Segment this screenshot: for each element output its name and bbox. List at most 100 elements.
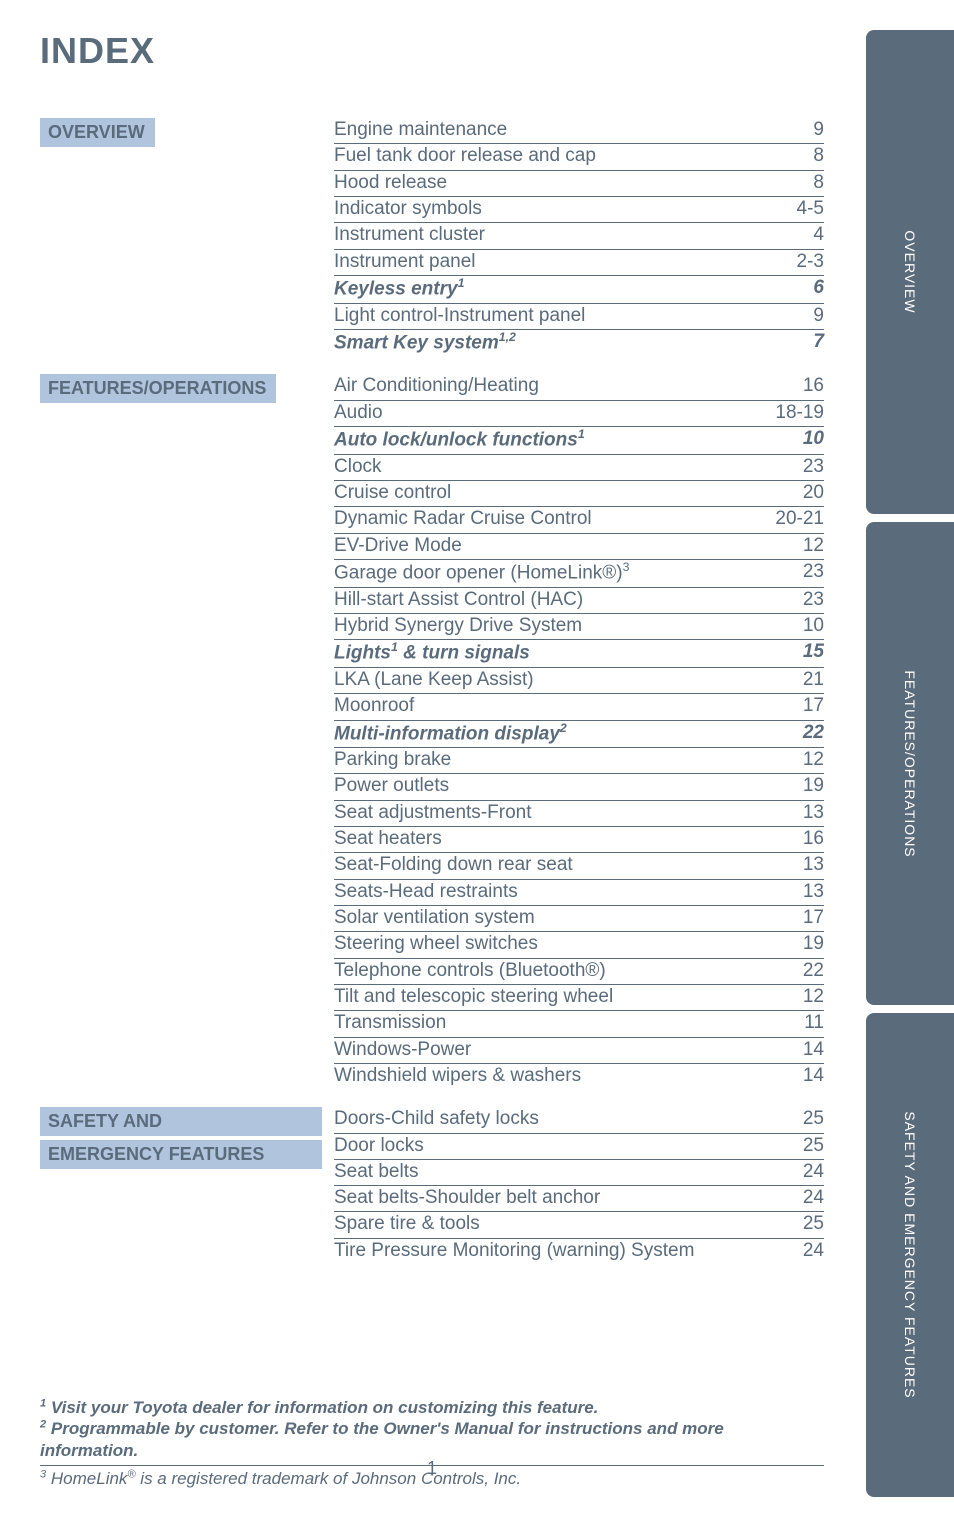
section-label-wrap: FEATURES/OPERATIONS xyxy=(40,374,322,403)
index-entry: Dynamic Radar Cruise Control20-21 xyxy=(334,507,824,533)
index-entry: Transmission11 xyxy=(334,1011,824,1037)
entry-label: Hybrid Synergy Drive System xyxy=(334,614,764,638)
index-entry: Instrument cluster4 xyxy=(334,223,824,249)
entry-page: 12 xyxy=(764,748,824,772)
footnotes: 1 Visit your Toyota dealer for informati… xyxy=(40,1397,824,1489)
entry-label: Seat belts xyxy=(334,1160,764,1184)
index-entry: Air Conditioning/Heating16 xyxy=(334,374,824,400)
index-entry: LKA (Lane Keep Assist)21 xyxy=(334,668,824,694)
side-tab-label: OVERVIEW xyxy=(902,230,918,313)
entry-label: Instrument panel xyxy=(334,250,764,274)
footnote-1-sup: 1 xyxy=(40,1397,46,1409)
side-tab-overview[interactable]: OVERVIEW xyxy=(866,30,954,514)
entry-page: 8 xyxy=(764,171,824,195)
index-entry: Steering wheel switches19 xyxy=(334,932,824,958)
entry-label: Hill-start Assist Control (HAC) xyxy=(334,588,764,612)
entry-label: Tire Pressure Monitoring (warning) Syste… xyxy=(334,1239,764,1263)
index-entry: Light control-Instrument panel9 xyxy=(334,304,824,330)
index-entry: Tire Pressure Monitoring (warning) Syste… xyxy=(334,1239,824,1264)
entry-label: Tilt and telescopic steering wheel xyxy=(334,985,764,1009)
entry-label: Cruise control xyxy=(334,481,764,505)
entries-features: Air Conditioning/Heating16Audio18-19Auto… xyxy=(334,374,824,1089)
entry-sup: 2 xyxy=(560,721,567,735)
section-overview: OVERVIEW Engine maintenance9Fuel tank do… xyxy=(40,118,824,356)
side-tab-label: FEATURES/OPERATIONS xyxy=(902,670,918,857)
index-entry: Spare tire & tools25 xyxy=(334,1212,824,1238)
index-entry: Lights1 & turn signals15 xyxy=(334,640,824,668)
entry-page: 23 xyxy=(764,455,824,479)
entry-page: 12 xyxy=(764,985,824,1009)
entry-sup: 3 xyxy=(623,560,630,574)
entry-page: 16 xyxy=(764,374,824,398)
entry-label: Clock xyxy=(334,455,764,479)
index-entry: Hill-start Assist Control (HAC)23 xyxy=(334,588,824,614)
index-entry: Seat belts24 xyxy=(334,1160,824,1186)
entry-label: Fuel tank door release and cap xyxy=(334,144,764,168)
entry-label: Instrument cluster xyxy=(334,223,764,247)
entry-page: 13 xyxy=(764,853,824,877)
side-tab-safety[interactable]: SAFETY AND EMERGENCY FEATURES xyxy=(866,1013,954,1497)
footnote-2-sup: 2 xyxy=(40,1419,46,1431)
entry-page: 13 xyxy=(764,880,824,904)
entry-page: 24 xyxy=(764,1186,824,1210)
index-entry: Moonroof17 xyxy=(334,694,824,720)
entry-label: Smart Key system1,2 xyxy=(334,330,764,356)
entries-overview: Engine maintenance9Fuel tank door releas… xyxy=(334,118,824,356)
entry-label: Doors-Child safety locks xyxy=(334,1107,764,1131)
index-entry: Keyless entry16 xyxy=(334,276,824,304)
index-entry: Seat-Folding down rear seat13 xyxy=(334,853,824,879)
index-entry: Seat adjustments-Front13 xyxy=(334,801,824,827)
entry-page: 22 xyxy=(764,959,824,983)
index-entry: EV-Drive Mode12 xyxy=(334,534,824,560)
entry-page: 21 xyxy=(764,668,824,692)
side-tabs: OVERVIEW FEATURES/OPERATIONS SAFETY AND … xyxy=(862,0,954,1527)
index-entry: Windshield wipers & washers14 xyxy=(334,1064,824,1089)
index-entry: Audio18-19 xyxy=(334,401,824,427)
index-entry: Indicator symbols4-5 xyxy=(334,197,824,223)
entry-label: Garage door opener (HomeLink®)3 xyxy=(334,560,764,586)
entry-label: Solar ventilation system xyxy=(334,906,764,930)
entry-label: Seat adjustments-Front xyxy=(334,801,764,825)
entry-page: 6 xyxy=(764,276,824,302)
entry-page: 22 xyxy=(764,721,824,747)
entry-label: Windows-Power xyxy=(334,1038,764,1062)
entry-label: Lights1 & turn signals xyxy=(334,640,764,666)
index-entry: Engine maintenance9 xyxy=(334,118,824,144)
entry-page: 25 xyxy=(764,1107,824,1131)
entry-label: Light control-Instrument panel xyxy=(334,304,764,328)
entry-sup: 1,2 xyxy=(499,330,516,344)
entry-label: Windshield wipers & washers xyxy=(334,1064,764,1088)
entry-label: Spare tire & tools xyxy=(334,1212,764,1236)
entry-label: Auto lock/unlock functions1 xyxy=(334,427,764,453)
entry-label: Engine maintenance xyxy=(334,118,764,142)
entry-label: Power outlets xyxy=(334,774,764,798)
entry-page: 15 xyxy=(764,640,824,666)
section-label-wrap: SAFETY AND EMERGENCY FEATURES xyxy=(40,1107,322,1169)
entry-page: 25 xyxy=(764,1212,824,1236)
entry-label-after: & turn signals xyxy=(398,643,530,664)
entry-label: Door locks xyxy=(334,1134,764,1158)
entry-label: Dynamic Radar Cruise Control xyxy=(334,507,764,531)
footnote-2-text: Programmable by customer. Refer to the O… xyxy=(40,1419,724,1459)
section-heading-features: FEATURES/OPERATIONS xyxy=(40,374,276,403)
index-entry: Cruise control20 xyxy=(334,481,824,507)
index-entry: Hood release8 xyxy=(334,171,824,197)
side-tab-features[interactable]: FEATURES/OPERATIONS xyxy=(866,522,954,1006)
index-entry: Doors-Child safety locks25 xyxy=(334,1107,824,1133)
entry-page: 7 xyxy=(764,330,824,356)
entry-page: 12 xyxy=(764,534,824,558)
entry-label: Audio xyxy=(334,401,764,425)
entry-label: EV-Drive Mode xyxy=(334,534,764,558)
index-entry: Seat heaters16 xyxy=(334,827,824,853)
section-heading-overview: OVERVIEW xyxy=(40,118,155,147)
entry-label: Air Conditioning/Heating xyxy=(334,374,764,398)
entry-page: 10 xyxy=(764,614,824,638)
entry-page: 19 xyxy=(764,932,824,956)
entry-label: Indicator symbols xyxy=(334,197,764,221)
index-entry: Fuel tank door release and cap8 xyxy=(334,144,824,170)
entry-page: 9 xyxy=(764,118,824,142)
entry-page: 13 xyxy=(764,801,824,825)
entry-sup: 1 xyxy=(578,427,585,441)
entry-label: LKA (Lane Keep Assist) xyxy=(334,668,764,692)
section-label-wrap: OVERVIEW xyxy=(40,118,322,147)
